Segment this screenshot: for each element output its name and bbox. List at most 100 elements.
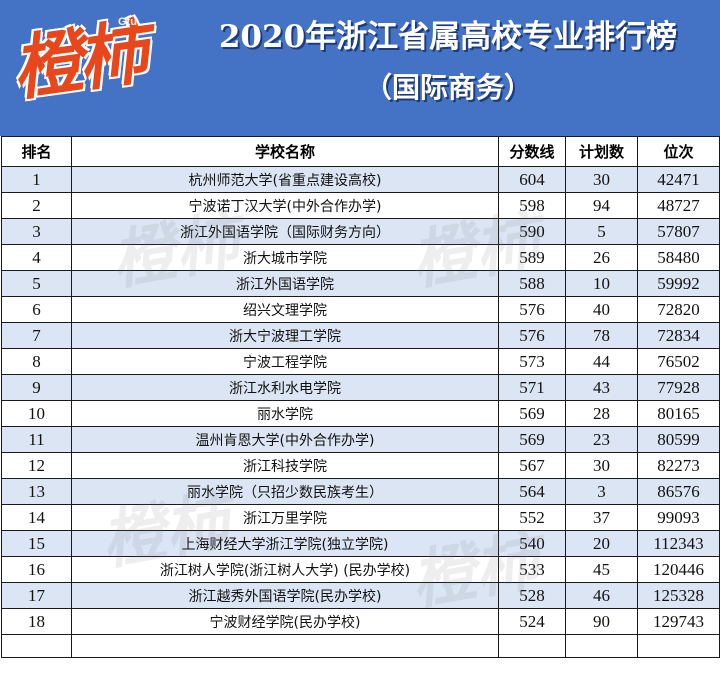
position-cell: 99093	[637, 504, 720, 531]
school-name-cell: 浙江外国语学院（国际财务方向）	[71, 218, 499, 245]
plan-cell: 28	[565, 400, 638, 427]
score-cell: 569	[498, 426, 566, 453]
table-row: 14 浙江万里学院 552 37 99093	[1, 504, 720, 531]
school-name-cell: 绍兴文理学院	[71, 296, 499, 323]
plan-cell: 45	[565, 556, 638, 583]
school-name-cell: 丽水学院	[71, 400, 499, 427]
score-cell: 598	[498, 192, 566, 219]
table-row: 18 宁波财经学院(民办学校) 524 90 129743	[1, 608, 720, 635]
table-row: 9 浙江水利水电学院 571 43 77928	[1, 374, 720, 401]
page-subtitle: （国际商务）	[363, 71, 532, 104]
position-cell: 76502	[637, 348, 720, 375]
score-cell: 573	[498, 348, 566, 375]
empty-cell	[498, 634, 566, 658]
position-cell: 80165	[637, 400, 720, 427]
plan-cell: 46	[565, 582, 638, 609]
position-cell: 120446	[637, 556, 720, 583]
rank-cell: 6	[1, 296, 72, 323]
plan-cell: 43	[565, 374, 638, 401]
table-header-row: 排名 学校名称 分数线 计划数 位次	[1, 136, 720, 167]
position-cell: 72820	[637, 296, 720, 323]
plan-cell: 94	[565, 192, 638, 219]
table-row: 4 浙大城市学院 589 26 58480	[1, 244, 720, 271]
empty-cell	[637, 634, 720, 658]
rank-cell: 18	[1, 608, 72, 635]
blank-row	[1, 634, 720, 658]
plan-cell: 78	[565, 322, 638, 349]
table-row: 3 浙江外国语学院（国际财务方向） 590 5 57807	[1, 218, 720, 245]
table-row: 12 浙江科技学院 567 30 82273	[1, 452, 720, 479]
table-row: 7 浙大宁波理工学院 576 78 72834	[1, 322, 720, 349]
page-title: 2020年浙江省属高校专业排行榜	[218, 19, 678, 55]
score-cell: 604	[498, 166, 566, 193]
score-cell: 533	[498, 556, 566, 583]
position-cell: 82273	[637, 452, 720, 479]
school-name-cell: 浙江科技学院	[71, 452, 499, 479]
brand-logo: 橙柿 Gtu	[6, 2, 176, 130]
plan-cell: 5	[565, 218, 638, 245]
empty-cell	[565, 634, 638, 658]
score-cell: 564	[498, 478, 566, 505]
column-header-score: 分数线	[498, 136, 566, 167]
rank-cell: 17	[1, 582, 72, 609]
plan-cell: 37	[565, 504, 638, 531]
column-header-position: 位次	[637, 136, 720, 167]
table-row: 5 浙江外国语学院 588 10 59992	[1, 270, 720, 297]
position-cell: 48727	[637, 192, 720, 219]
rank-cell: 2	[1, 192, 72, 219]
position-cell: 80599	[637, 426, 720, 453]
school-name-cell: 宁波诺丁汉大学(中外合作办学)	[71, 192, 499, 219]
position-cell: 125328	[637, 582, 720, 609]
position-cell: 112343	[637, 530, 720, 557]
score-cell: 567	[498, 452, 566, 479]
score-cell: 590	[498, 218, 566, 245]
plan-cell: 40	[565, 296, 638, 323]
position-cell: 58480	[637, 244, 720, 271]
plan-cell: 44	[565, 348, 638, 375]
rank-cell: 15	[1, 530, 72, 557]
school-name-cell: 杭州师范大学(省重点建设高校)	[71, 166, 499, 193]
plan-cell: 10	[565, 270, 638, 297]
plan-cell: 26	[565, 244, 638, 271]
school-name-cell: 浙大宁波理工学院	[71, 322, 499, 349]
school-name-cell: 浙江水利水电学院	[71, 374, 499, 401]
column-header-school: 学校名称	[71, 136, 499, 167]
score-cell: 576	[498, 322, 566, 349]
position-cell: 129743	[637, 608, 720, 635]
table-row: 11 温州肯恩大学(中外合作办学) 569 23 80599	[1, 426, 720, 453]
rank-cell: 8	[1, 348, 72, 375]
table-row: 6 绍兴文理学院 576 40 72820	[1, 296, 720, 323]
position-cell: 77928	[637, 374, 720, 401]
table-row: 13 丽水学院（只招少数民族考生） 564 3 86576	[1, 478, 720, 505]
rank-cell: 4	[1, 244, 72, 271]
header-banner: 橙柿 Gtu 2020年浙江省属高校专业排行榜 （国际商务）	[0, 0, 720, 136]
score-cell: 571	[498, 374, 566, 401]
score-cell: 552	[498, 504, 566, 531]
school-name-cell: 浙江外国语学院	[71, 270, 499, 297]
table-row: 10 丽水学院 569 28 80165	[1, 400, 720, 427]
score-cell: 524	[498, 608, 566, 635]
table-row: 2 宁波诺丁汉大学(中外合作办学) 598 94 48727	[1, 192, 720, 219]
score-cell: 528	[498, 582, 566, 609]
school-name-cell: 宁波财经学院(民办学校)	[71, 608, 499, 635]
column-header-plan: 计划数	[565, 136, 638, 167]
rank-cell: 10	[1, 400, 72, 427]
table-row: 16 浙江树人学院(浙江树人大学) (民办学校) 533 45 120446	[1, 556, 720, 583]
school-name-cell: 丽水学院（只招少数民族考生）	[71, 478, 499, 505]
table-row: 17 浙江越秀外国语学院(民办学校) 528 46 125328	[1, 582, 720, 609]
position-cell: 42471	[637, 166, 720, 193]
rank-cell: 11	[1, 426, 72, 453]
score-cell: 576	[498, 296, 566, 323]
plan-cell: 90	[565, 608, 638, 635]
plan-cell: 20	[565, 530, 638, 557]
school-name-cell: 浙江越秀外国语学院(民办学校)	[71, 582, 499, 609]
school-name-cell: 温州肯恩大学(中外合作办学)	[71, 426, 499, 453]
plan-cell: 30	[565, 166, 638, 193]
rank-cell: 5	[1, 270, 72, 297]
table-row: 8 宁波工程学院 573 44 76502	[1, 348, 720, 375]
school-name-cell: 上海财经大学浙江学院(独立学院)	[71, 530, 499, 557]
rank-cell: 12	[1, 452, 72, 479]
score-cell: 569	[498, 400, 566, 427]
empty-cell	[71, 634, 499, 658]
school-name-cell: 浙江树人学院(浙江树人大学) (民办学校)	[71, 556, 499, 583]
